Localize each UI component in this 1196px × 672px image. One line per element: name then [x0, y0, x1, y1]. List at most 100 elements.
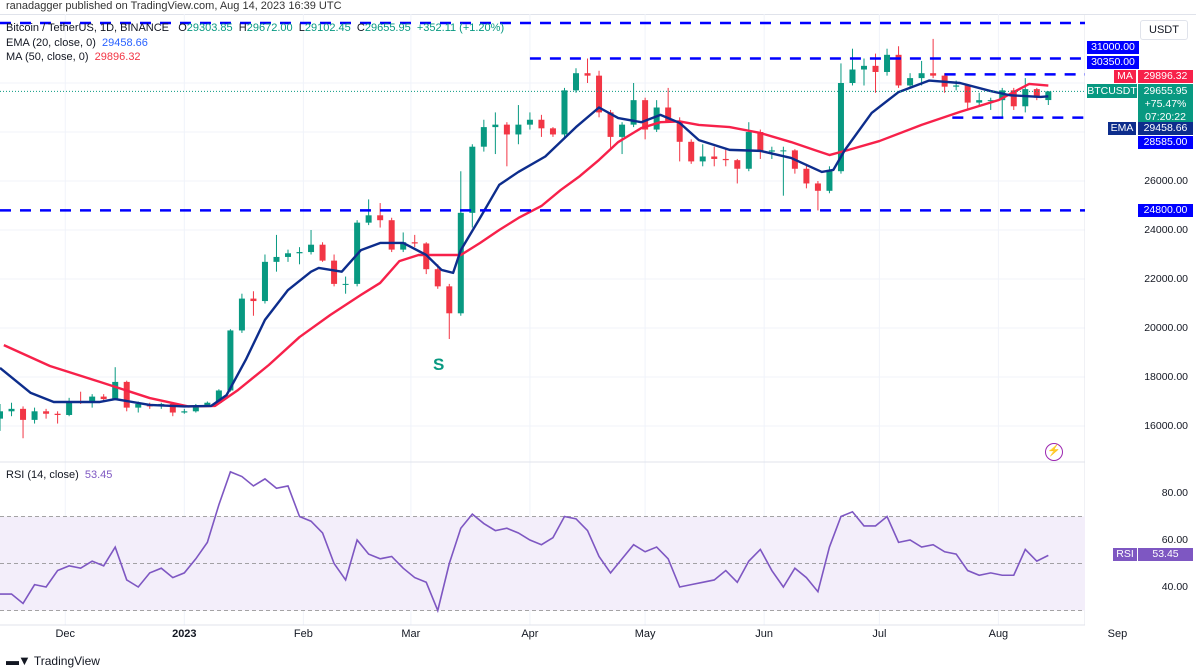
candle-body [849, 69, 856, 83]
candle-body [43, 411, 50, 414]
candle [503, 122, 510, 167]
candle-body [227, 330, 234, 391]
candle-body [549, 128, 556, 135]
close-value: 29655.95 [364, 22, 411, 34]
candle [976, 92, 983, 106]
rsi-value: 53.45 [84, 469, 113, 481]
candle-body [607, 112, 614, 137]
candle-body [365, 215, 372, 223]
candle [8, 402, 15, 417]
low-value: 29102.45 [304, 22, 351, 34]
time-tick: Sep [1107, 628, 1128, 640]
candle-body [872, 65, 879, 72]
time-tick: Aug [988, 628, 1009, 640]
candle-body [619, 124, 626, 137]
ma-legend[interactable]: MA (50, close, 0) 29896.32 [6, 51, 141, 63]
ma-price-tag: 29896.32 [1138, 70, 1193, 83]
lightning-icon[interactable]: ⚡ [1045, 443, 1063, 461]
price-tick: 18000.00 [1144, 371, 1188, 383]
candle [377, 203, 384, 228]
footer-brand: TradingView [33, 654, 100, 668]
level-tag-31000: 31000.00 [1087, 41, 1139, 54]
tradingview-logo: ▬▼ TradingView [6, 653, 100, 668]
candle [0, 403, 3, 431]
candle [457, 171, 464, 316]
candle-body [1033, 89, 1040, 98]
candle [907, 73, 914, 88]
candle-body [319, 244, 326, 261]
time-tick: 2023 [172, 628, 197, 640]
candle-body [642, 100, 649, 130]
candle-body [907, 78, 914, 86]
candle-body [803, 168, 810, 184]
candle-body [250, 298, 257, 302]
candle [699, 144, 706, 167]
last-price: 29655.95 [1143, 85, 1188, 97]
candle [780, 146, 787, 196]
ema-value: 29458.66 [102, 37, 148, 49]
candle [365, 199, 372, 226]
candle [261, 254, 268, 304]
candle-body [492, 124, 499, 128]
candle [711, 146, 718, 167]
price-tick: 20000.00 [1144, 322, 1188, 334]
currency-button[interactable]: USDT [1140, 20, 1188, 40]
rsi-tick: 60.00 [1161, 534, 1188, 546]
ema-legend[interactable]: EMA (20, close, 0) 29458.66 [6, 37, 148, 49]
candle-body [181, 411, 188, 413]
time-tick: Jul [872, 628, 887, 640]
ema-price-tag: 29458.66 [1138, 122, 1193, 135]
candle [619, 122, 626, 155]
symbol-name: Bitcoin / TetherUS, 1D, BINANCE [6, 22, 170, 34]
candle-body [342, 283, 349, 285]
candle-body [780, 150, 787, 152]
rsi-legend[interactable]: RSI (14, close) 53.45 [6, 469, 112, 481]
candle-body [1045, 91, 1052, 101]
candle-body [204, 402, 211, 406]
candle-body [457, 212, 464, 314]
price-tick: 26000.00 [1144, 175, 1188, 187]
candle [112, 367, 119, 401]
candle-body [411, 242, 418, 244]
ema20-line [0, 79, 1049, 408]
rsi-tick: 40.00 [1161, 581, 1188, 593]
candle-body [676, 122, 683, 142]
ma-axis-tag: MA [1114, 70, 1136, 83]
candle-body [722, 158, 729, 161]
candle-body [699, 156, 706, 162]
candle [20, 406, 27, 439]
candle-body [434, 269, 441, 287]
change-value: +352.11 (+1.20%) [416, 22, 505, 34]
level-tag-30350: 30350.00 [1087, 56, 1139, 69]
candle [446, 283, 453, 340]
candle [642, 97, 649, 140]
rsi-label: RSI (14, close) [6, 469, 79, 481]
candle-body [999, 90, 1006, 101]
candle-body [480, 127, 487, 147]
candle [964, 84, 971, 110]
candle-body [8, 408, 15, 412]
candle-body [561, 90, 568, 135]
candle-body [123, 381, 130, 408]
candle [549, 127, 556, 137]
candle-body [388, 220, 395, 250]
ma50-line [3, 82, 1049, 408]
price-chart[interactable] [0, 0, 1085, 626]
candle-body [54, 413, 61, 415]
candle-body [526, 119, 533, 125]
candle [803, 163, 810, 189]
candle [607, 109, 614, 150]
rsi-value-tag: 53.45 [1138, 548, 1193, 561]
candle-body [711, 156, 718, 159]
close-label: C [356, 22, 365, 34]
candle [987, 97, 994, 110]
candle [538, 114, 545, 137]
candle-body [757, 132, 764, 152]
candle-body [331, 260, 338, 284]
candle-body [169, 403, 176, 413]
candle [434, 264, 441, 289]
candle-body [538, 119, 545, 129]
candle-body [596, 75, 603, 113]
time-tick: Dec [55, 628, 76, 640]
candle-body [653, 107, 660, 130]
